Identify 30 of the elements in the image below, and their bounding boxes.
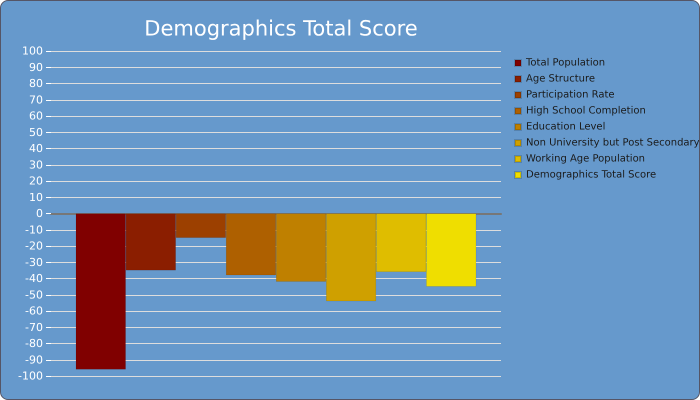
y-tick-label: -80 <box>25 337 43 350</box>
y-tick-label: 90 <box>29 60 43 74</box>
y-tick-label: 40 <box>29 142 43 155</box>
y-tick-label: -90 <box>25 353 43 366</box>
legend-label: Non University but Post Secondary <box>526 138 700 148</box>
legend-label: Education Level <box>526 122 606 132</box>
y-tick-label: -20 <box>25 240 43 252</box>
legend-label: Working Age Population <box>526 154 646 164</box>
y-tick-label: 70 <box>29 93 43 106</box>
legend-label: Age Structure <box>526 74 596 84</box>
y-tick-label: 50 <box>29 126 43 139</box>
legend-label: High School Completion <box>526 106 646 116</box>
y-tick-label: -100 <box>18 370 43 382</box>
legend-label: Total Population <box>525 58 606 68</box>
y-tick-label: -70 <box>25 320 43 334</box>
y-tick-label: 100 <box>22 44 43 58</box>
y-tick-label: -10 <box>25 223 43 236</box>
y-tick-label: 60 <box>29 110 43 122</box>
legend-label: Demographics Total Score <box>526 170 656 180</box>
chart-title: Demographics Total Score <box>144 16 418 40</box>
y-tick-label: 0 <box>36 207 43 220</box>
y-tick-label: -50 <box>25 288 43 302</box>
y-tick-label: -60 <box>25 304 43 318</box>
y-tick-label: 80 <box>29 77 43 90</box>
y-tick-label: 20 <box>29 174 43 188</box>
legend-label: Participation Rate <box>526 90 615 100</box>
y-tick-label: -30 <box>25 256 43 269</box>
y-tick-label: 30 <box>29 158 43 172</box>
y-tick-label: -40 <box>25 272 43 285</box>
y-tick-label: 10 <box>29 190 43 204</box>
